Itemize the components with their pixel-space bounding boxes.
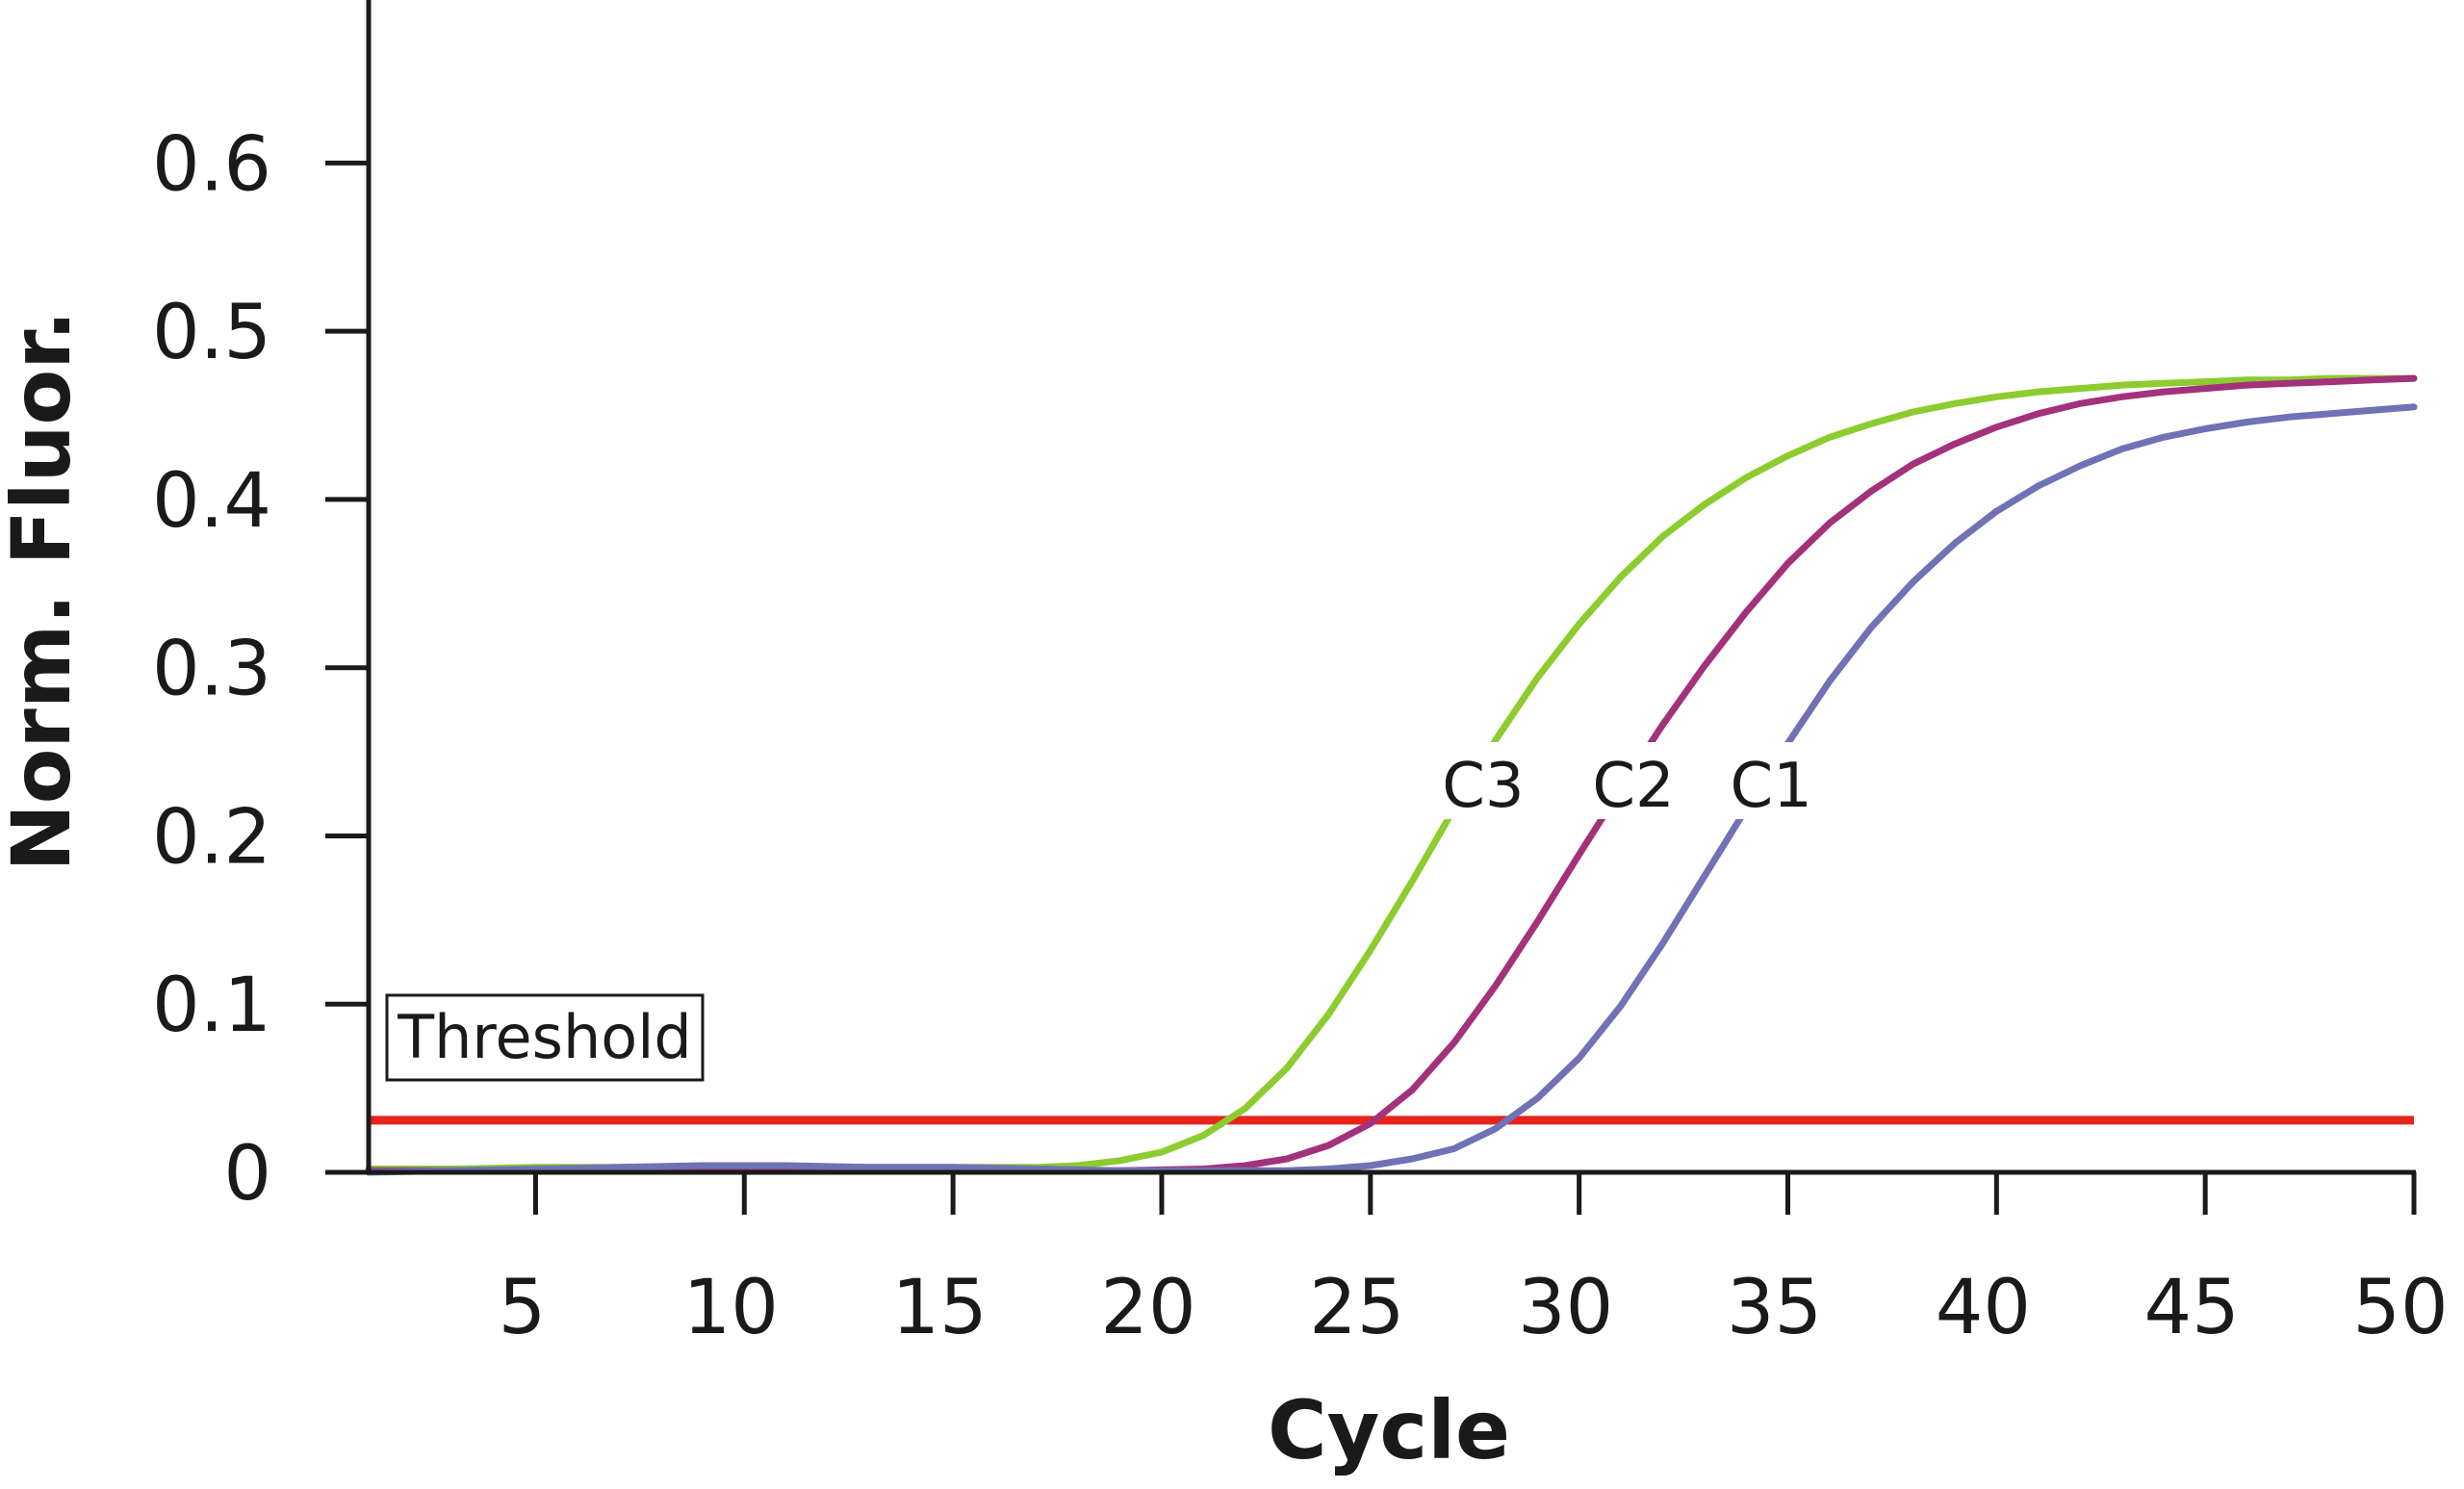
- y-axis-title: Norm. Fluor.: [0, 310, 89, 871]
- x-tick-label: 20: [1100, 1265, 1195, 1351]
- x-tick-label: 35: [1727, 1265, 1822, 1351]
- y-tick-label: 0.3: [152, 627, 271, 713]
- series-label-bg-c3: [1434, 742, 1531, 820]
- x-axis-title: Cycle: [1268, 1383, 1510, 1477]
- x-tick-label: 10: [683, 1265, 779, 1351]
- y-tick-label: 0.1: [152, 963, 271, 1049]
- y-tick-label: 0.4: [152, 458, 271, 545]
- threshold-label-box: [385, 993, 705, 1082]
- series-label-c2: C2: [1592, 751, 1674, 822]
- y-tick-label: 0.2: [152, 794, 271, 881]
- series-label-bg-c2: [1585, 742, 1682, 820]
- x-tick-label: 30: [1518, 1265, 1613, 1351]
- y-tick-label: 0: [223, 1131, 271, 1218]
- x-tick-label: 5: [499, 1265, 547, 1351]
- threshold-label: Threshold: [397, 1002, 692, 1072]
- series-line-c1: [365, 403, 2418, 1176]
- x-tick-label: 50: [2352, 1265, 2448, 1351]
- x-tick-label: 40: [1936, 1265, 2031, 1351]
- series-label-c1: C1: [1730, 751, 1811, 822]
- series-label-c3: C3: [1442, 751, 1524, 822]
- x-tick-label: 25: [1309, 1265, 1404, 1351]
- series-label-bg-c1: [1723, 742, 1820, 820]
- axes-layer: [325, 0, 2417, 1215]
- y-tick-label: 0.5: [152, 290, 271, 376]
- x-tick-label: 45: [2144, 1265, 2240, 1351]
- labels-layer: Threshold C3 C2 C1 0 0.1 0.2 0.3 0.4 0.5 0.6 5 10 15 2…: [152, 121, 2449, 1351]
- y-tick-label: 0.6: [152, 121, 271, 208]
- x-tick-label: 15: [892, 1265, 988, 1351]
